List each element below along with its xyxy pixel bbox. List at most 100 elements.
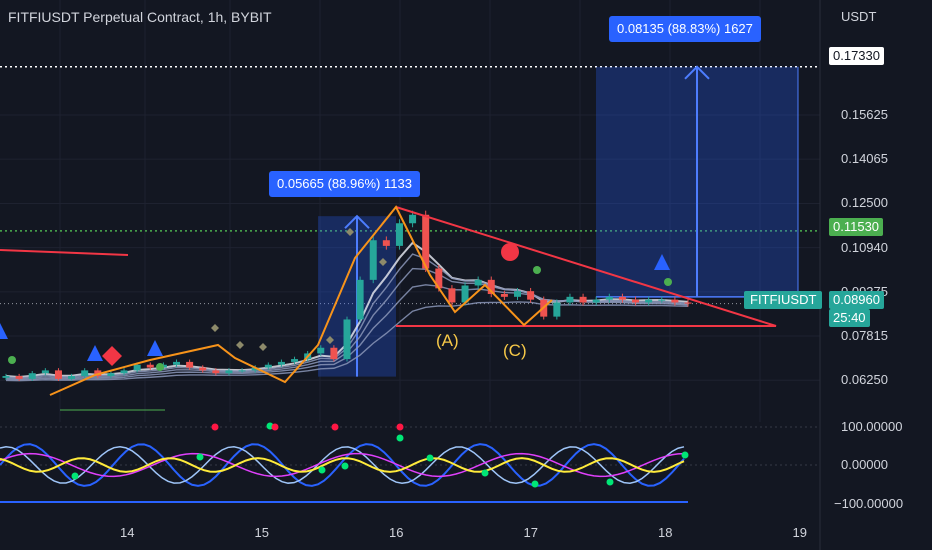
y-tick-label: 0.10940: [841, 239, 888, 255]
candle-body: [251, 367, 259, 371]
x-tick-label: 17: [523, 525, 538, 540]
candle-body: [15, 376, 23, 379]
dot-marker: [8, 356, 16, 364]
wave-label-a: (A): [436, 331, 459, 350]
x-tick-label: 16: [389, 525, 404, 540]
measure-zones: [318, 65, 799, 377]
candle-body: [238, 370, 246, 372]
diamond-marker: [379, 258, 387, 266]
candle-body: [645, 299, 653, 303]
candle-body: [474, 279, 482, 286]
y-tick-label: 0.07815: [841, 328, 888, 343]
candle-body: [212, 370, 220, 374]
candle-body: [553, 302, 561, 317]
candle-body: [448, 288, 456, 303]
measure-callout-2: 0.08135 (88.83%) 1627: [609, 16, 761, 42]
measure-arrowhead-2: [684, 65, 710, 80]
triangle-marker: [0, 323, 8, 339]
candle-body: [369, 240, 377, 280]
candle-body: [264, 364, 272, 368]
resistance-price-tag: 0.11530: [829, 218, 884, 236]
x-tick-label: 19: [792, 525, 807, 540]
candle-body: [500, 293, 508, 297]
triangle-marker: [147, 340, 163, 356]
osc-line: [0, 443, 685, 487]
diamond-marker: [102, 346, 122, 366]
osc-dot: [331, 423, 339, 431]
osc-dot: [396, 423, 404, 431]
candle-body: [146, 364, 154, 368]
drawings: [0, 205, 777, 411]
osc-dot: [481, 469, 489, 477]
ribbon-line: [5, 301, 689, 382]
dot-marker: [664, 278, 672, 286]
candle-body: [225, 370, 233, 374]
dot-marker: [501, 243, 519, 261]
candle-body: [277, 361, 285, 365]
candle-body: [317, 347, 325, 354]
y-tick-label: 0.06250: [841, 372, 888, 388]
x-tick-label: 15: [254, 525, 269, 540]
osc-dot: [606, 478, 614, 486]
oscillator-pane: [0, 422, 820, 515]
candle-body: [579, 296, 587, 303]
candle-body: [527, 291, 535, 300]
osc-dot: [341, 462, 349, 470]
candle-body: [291, 359, 299, 362]
dot-marker: [533, 266, 541, 274]
target-price-tag: 0.17330: [829, 47, 884, 65]
candle-body: [605, 296, 613, 300]
candle-body: [592, 299, 600, 303]
osc-dot: [71, 472, 79, 480]
candle-body: [461, 285, 469, 303]
y-tick-label: 0.15625: [841, 107, 888, 123]
diamond-marker: [326, 336, 334, 344]
candle-body: [2, 376, 10, 378]
osc-dot: [531, 480, 539, 488]
candle-body: [107, 373, 115, 377]
elliott-wave: [49, 205, 553, 396]
y-tick-label: 0.12500: [841, 195, 888, 211]
candle-body: [356, 279, 364, 320]
x-tick-label: 18: [658, 525, 673, 540]
triangle-pattern: [395, 206, 777, 327]
diamond-marker: [346, 228, 354, 236]
candle-body: [68, 376, 76, 379]
signal-markers: [0, 187, 672, 371]
candle-body: [330, 347, 338, 360]
diamond-marker: [259, 343, 267, 351]
y-tick-label: 0.14065: [841, 151, 888, 167]
candle-body: [120, 370, 128, 374]
osc-dot: [271, 423, 279, 431]
bar-countdown: 25:40: [829, 309, 870, 327]
candle-body: [133, 364, 141, 371]
candle-body: [54, 370, 62, 379]
candle-body: [395, 223, 403, 246]
candle-body: [632, 299, 640, 303]
candle-body: [618, 296, 626, 300]
chart-title: FITFIUSDT Perpetual Contract, 1h, BYBIT: [8, 9, 272, 25]
candle-body: [199, 367, 207, 371]
wave-label-c: (C): [503, 341, 527, 360]
candle-body: [343, 319, 351, 360]
triangle-marker: [87, 345, 103, 361]
candle-body: [41, 370, 49, 374]
candle-body: [382, 240, 390, 246]
last-price-tag: 0.08960: [829, 291, 884, 309]
candle-body: [409, 214, 417, 224]
osc-background: [0, 422, 820, 515]
trend-line-left: [0, 249, 129, 256]
candle-body: [81, 370, 89, 377]
candle-body: [671, 299, 679, 303]
measure-arrowhead-1: [344, 214, 370, 229]
candle-body: [566, 296, 574, 303]
osc-tick-label: 0.00000: [841, 457, 888, 472]
diamond-marker: [236, 341, 244, 349]
measure-callout-1: 0.05665 (88.96%) 1133: [269, 171, 420, 197]
candle-body: [514, 291, 521, 297]
diamond-marker: [211, 324, 219, 332]
candle-body: [28, 373, 36, 379]
osc-line: [0, 446, 685, 484]
candle-body: [422, 214, 430, 269]
